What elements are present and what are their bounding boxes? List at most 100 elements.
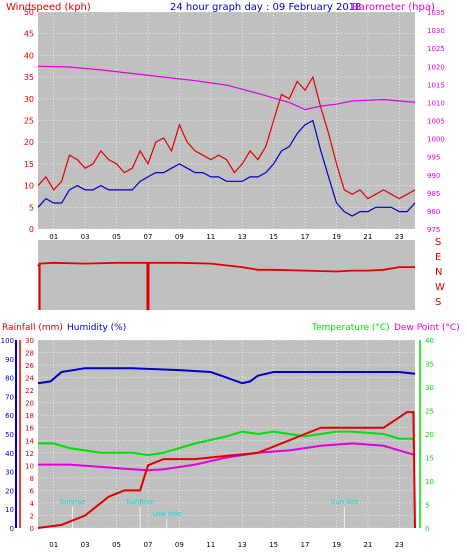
time-tick-label: 03 (81, 233, 90, 241)
windspeed-tick-label: 5 (29, 203, 34, 212)
panel2-series (37, 261, 415, 310)
windspeed-axis-label: Windspeed (kph) (6, 2, 91, 13)
temperature-tick-label: 0 (425, 525, 429, 533)
time-tick-label: 19 (332, 233, 341, 241)
time-tick-label: 17 (301, 233, 310, 241)
time-tick-label: 09 (175, 541, 184, 549)
rainfall-tick-label: 24 (25, 375, 34, 383)
rainfall-tick-label: 10 (25, 462, 34, 470)
panel1-windspeed-axis: 0 5 10 15 20 25 30 35 40 45 50 (24, 8, 34, 234)
windspeed-tick-label: 50 (24, 8, 34, 17)
wind-direction-label: S (435, 237, 441, 248)
annotation-label: SunRise (126, 498, 154, 506)
rainfall-tick-label: 12 (25, 450, 34, 458)
windspeed-tick-label: 25 (24, 117, 34, 126)
time-tick-label: 09 (175, 233, 184, 241)
rainfall-tick-label: 20 (25, 400, 34, 408)
red-series-line (37, 411, 416, 529)
dewpoint-axis-label: Dew Point (°C) (394, 323, 460, 333)
magenta-series-line (38, 442, 416, 472)
time-tick-label: 03 (81, 541, 90, 549)
barometer-tick-label: 1005 (427, 118, 445, 126)
barometer-tick-label: 1000 (427, 136, 445, 144)
humidity-tick-label: 90 (5, 356, 14, 364)
time-tick-label: 05 (112, 233, 121, 241)
rainfall-tick-label: 14 (25, 437, 34, 445)
humidity-tick-label: 10 (5, 506, 14, 514)
graph-title: 24 hour graph day : 09 February 2018 (170, 2, 361, 13)
humidity-tick-label: 50 (5, 431, 14, 439)
blue-series-line (37, 119, 416, 217)
panel3-annotations: Sunrise SunRise Sun Set Low tide (60, 498, 358, 528)
time-tick-label: 23 (395, 233, 404, 241)
time-tick-label: 01 (49, 541, 58, 549)
rainfall-axis-label: Rainfall (mm) (2, 323, 63, 333)
annotation-label: Sun Set (331, 498, 358, 506)
humidity-tick-label: 80 (5, 375, 14, 383)
barometer-tick-label: 1030 (427, 27, 445, 35)
barometer-tick-label: 1035 (427, 9, 445, 17)
time-tick-label: 19 (332, 541, 341, 549)
humidity-axis: 0 10 20 30 40 50 60 70 80 90 100 (1, 337, 17, 533)
windspeed-tick-label: 40 (24, 51, 34, 60)
rainfall-tick-label: 2 (30, 512, 34, 520)
humidity-tick-label: 30 (5, 469, 14, 477)
panel1-time-axis: 01 03 05 07 09 11 13 15 17 19 21 23 (49, 233, 404, 241)
temperature-tick-label: 20 (425, 431, 434, 439)
wind-direction-label: W (435, 282, 445, 293)
rainfall-tick-label: 0 (30, 525, 34, 533)
blue-series-line (37, 367, 416, 385)
barometer-tick-label: 1020 (427, 63, 445, 71)
windspeed-tick-label: 35 (24, 73, 34, 82)
panel1-grid (38, 11, 415, 230)
windspeed-tick-label: 20 (24, 138, 34, 147)
humidity-tick-label: 20 (5, 487, 14, 495)
temperature-tick-label: 35 (425, 361, 434, 369)
barometer-axis-label: Barometer (hpa) (352, 2, 435, 13)
rainfall-tick-label: 6 (30, 487, 35, 495)
rainfall-tick-label: 22 (25, 387, 34, 395)
barometer-tick-label: 1010 (427, 99, 445, 107)
barometer-tick-label: 985 (427, 190, 440, 198)
rainfall-tick-label: 16 (25, 425, 34, 433)
temperature-tick-label: 25 (425, 408, 434, 416)
temperature-axis: 0 5 10 15 20 25 30 35 40 (419, 337, 434, 533)
panel1-series (37, 65, 416, 217)
windspeed-tick-label: 10 (24, 182, 34, 191)
time-tick-label: 15 (269, 233, 278, 241)
panel3-grid (38, 339, 415, 529)
barometer-tick-label: 995 (427, 154, 440, 162)
rainfall-tick-label: 4 (30, 500, 35, 508)
windspeed-tick-label: 0 (29, 225, 34, 234)
windspeed-tick-label: 45 (24, 30, 34, 39)
wind-direction-label: N (435, 267, 442, 278)
wind-direction-label: S (435, 297, 441, 308)
panel3-series (37, 367, 416, 529)
time-tick-label: 01 (49, 233, 58, 241)
humidity-tick-label: 60 (5, 412, 14, 420)
annotation-label: Sunrise (60, 498, 86, 506)
time-tick-label: 11 (206, 541, 215, 549)
rainfall-tick-label: 30 (25, 337, 34, 345)
time-tick-label: 17 (301, 541, 310, 549)
wind-direction-line (37, 261, 415, 273)
rainfall-tick-label: 8 (30, 475, 34, 483)
annotation-label: Low tide (152, 510, 181, 518)
temperature-tick-label: 10 (425, 478, 434, 486)
time-tick-label: 05 (112, 541, 121, 549)
humidity-tick-label: 70 (5, 393, 14, 401)
humidity-axis-label: Humidity (%) (67, 323, 126, 333)
panel3-time-axis: 01 03 05 07 09 11 13 15 17 19 21 23 (49, 541, 404, 549)
temperature-tick-label: 40 (425, 337, 434, 345)
green-series-line (38, 430, 415, 457)
time-tick-label: 23 (395, 541, 404, 549)
rainfall-tick-label: 28 (25, 350, 34, 358)
time-tick-label: 15 (269, 541, 278, 549)
red-series-line (37, 75, 416, 200)
panel1-barometer-axis: 975 980 985 990 995 1000 1005 1010 1015 1020 1025 1… (427, 9, 445, 234)
barometer-tick-label: 990 (427, 172, 440, 180)
rainfall-tick-label: 18 (25, 412, 34, 420)
